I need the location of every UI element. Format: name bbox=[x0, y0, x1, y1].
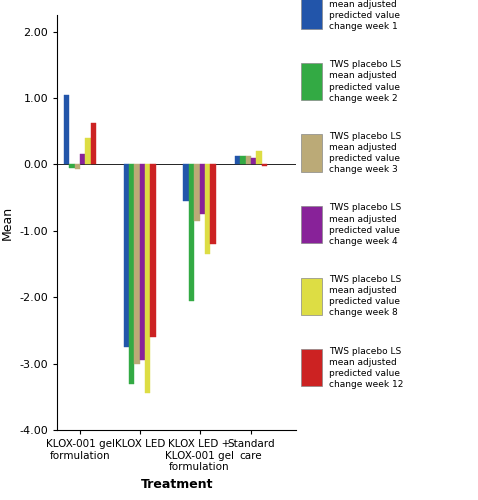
Bar bbox=[124, 164, 129, 347]
Bar bbox=[251, 158, 256, 164]
X-axis label: Treatment: Treatment bbox=[141, 478, 213, 491]
Bar bbox=[129, 164, 134, 384]
Text: TWS placebo LS
mean adjusted
predicted value
change week 1: TWS placebo LS mean adjusted predicted v… bbox=[329, 0, 401, 31]
Bar bbox=[262, 164, 267, 166]
Bar bbox=[91, 123, 96, 164]
Bar bbox=[184, 164, 189, 201]
Bar bbox=[86, 138, 91, 164]
Bar bbox=[145, 164, 151, 394]
FancyBboxPatch shape bbox=[301, 278, 322, 315]
FancyBboxPatch shape bbox=[301, 63, 322, 100]
Bar bbox=[240, 156, 246, 164]
Bar bbox=[210, 164, 216, 244]
Text: TWS placebo LS
mean adjusted
predicted value
change week 4: TWS placebo LS mean adjusted predicted v… bbox=[329, 204, 401, 246]
Bar bbox=[194, 164, 199, 221]
Text: TWS placebo LS
mean adjusted
predicted value
change week 2: TWS placebo LS mean adjusted predicted v… bbox=[329, 60, 401, 102]
Bar bbox=[75, 164, 80, 169]
Bar bbox=[64, 94, 69, 164]
Bar bbox=[246, 156, 251, 164]
Bar bbox=[189, 164, 194, 300]
Text: TWS placebo LS
mean adjusted
predicted value
change week 8: TWS placebo LS mean adjusted predicted v… bbox=[329, 275, 401, 318]
Text: TWS placebo LS
mean adjusted
predicted value
change week 12: TWS placebo LS mean adjusted predicted v… bbox=[329, 346, 403, 389]
FancyBboxPatch shape bbox=[301, 349, 322, 387]
Text: TWS placebo LS
mean adjusted
predicted value
change week 3: TWS placebo LS mean adjusted predicted v… bbox=[329, 132, 401, 174]
Bar bbox=[256, 151, 262, 164]
Bar bbox=[69, 164, 75, 168]
Bar bbox=[235, 156, 240, 164]
Bar bbox=[199, 164, 205, 214]
Bar bbox=[80, 154, 86, 164]
Bar bbox=[205, 164, 210, 254]
FancyBboxPatch shape bbox=[301, 206, 322, 243]
Bar bbox=[140, 164, 145, 360]
FancyBboxPatch shape bbox=[301, 0, 322, 28]
Y-axis label: Mean: Mean bbox=[1, 206, 14, 240]
Bar bbox=[151, 164, 156, 337]
Bar bbox=[134, 164, 140, 364]
FancyBboxPatch shape bbox=[301, 134, 322, 172]
